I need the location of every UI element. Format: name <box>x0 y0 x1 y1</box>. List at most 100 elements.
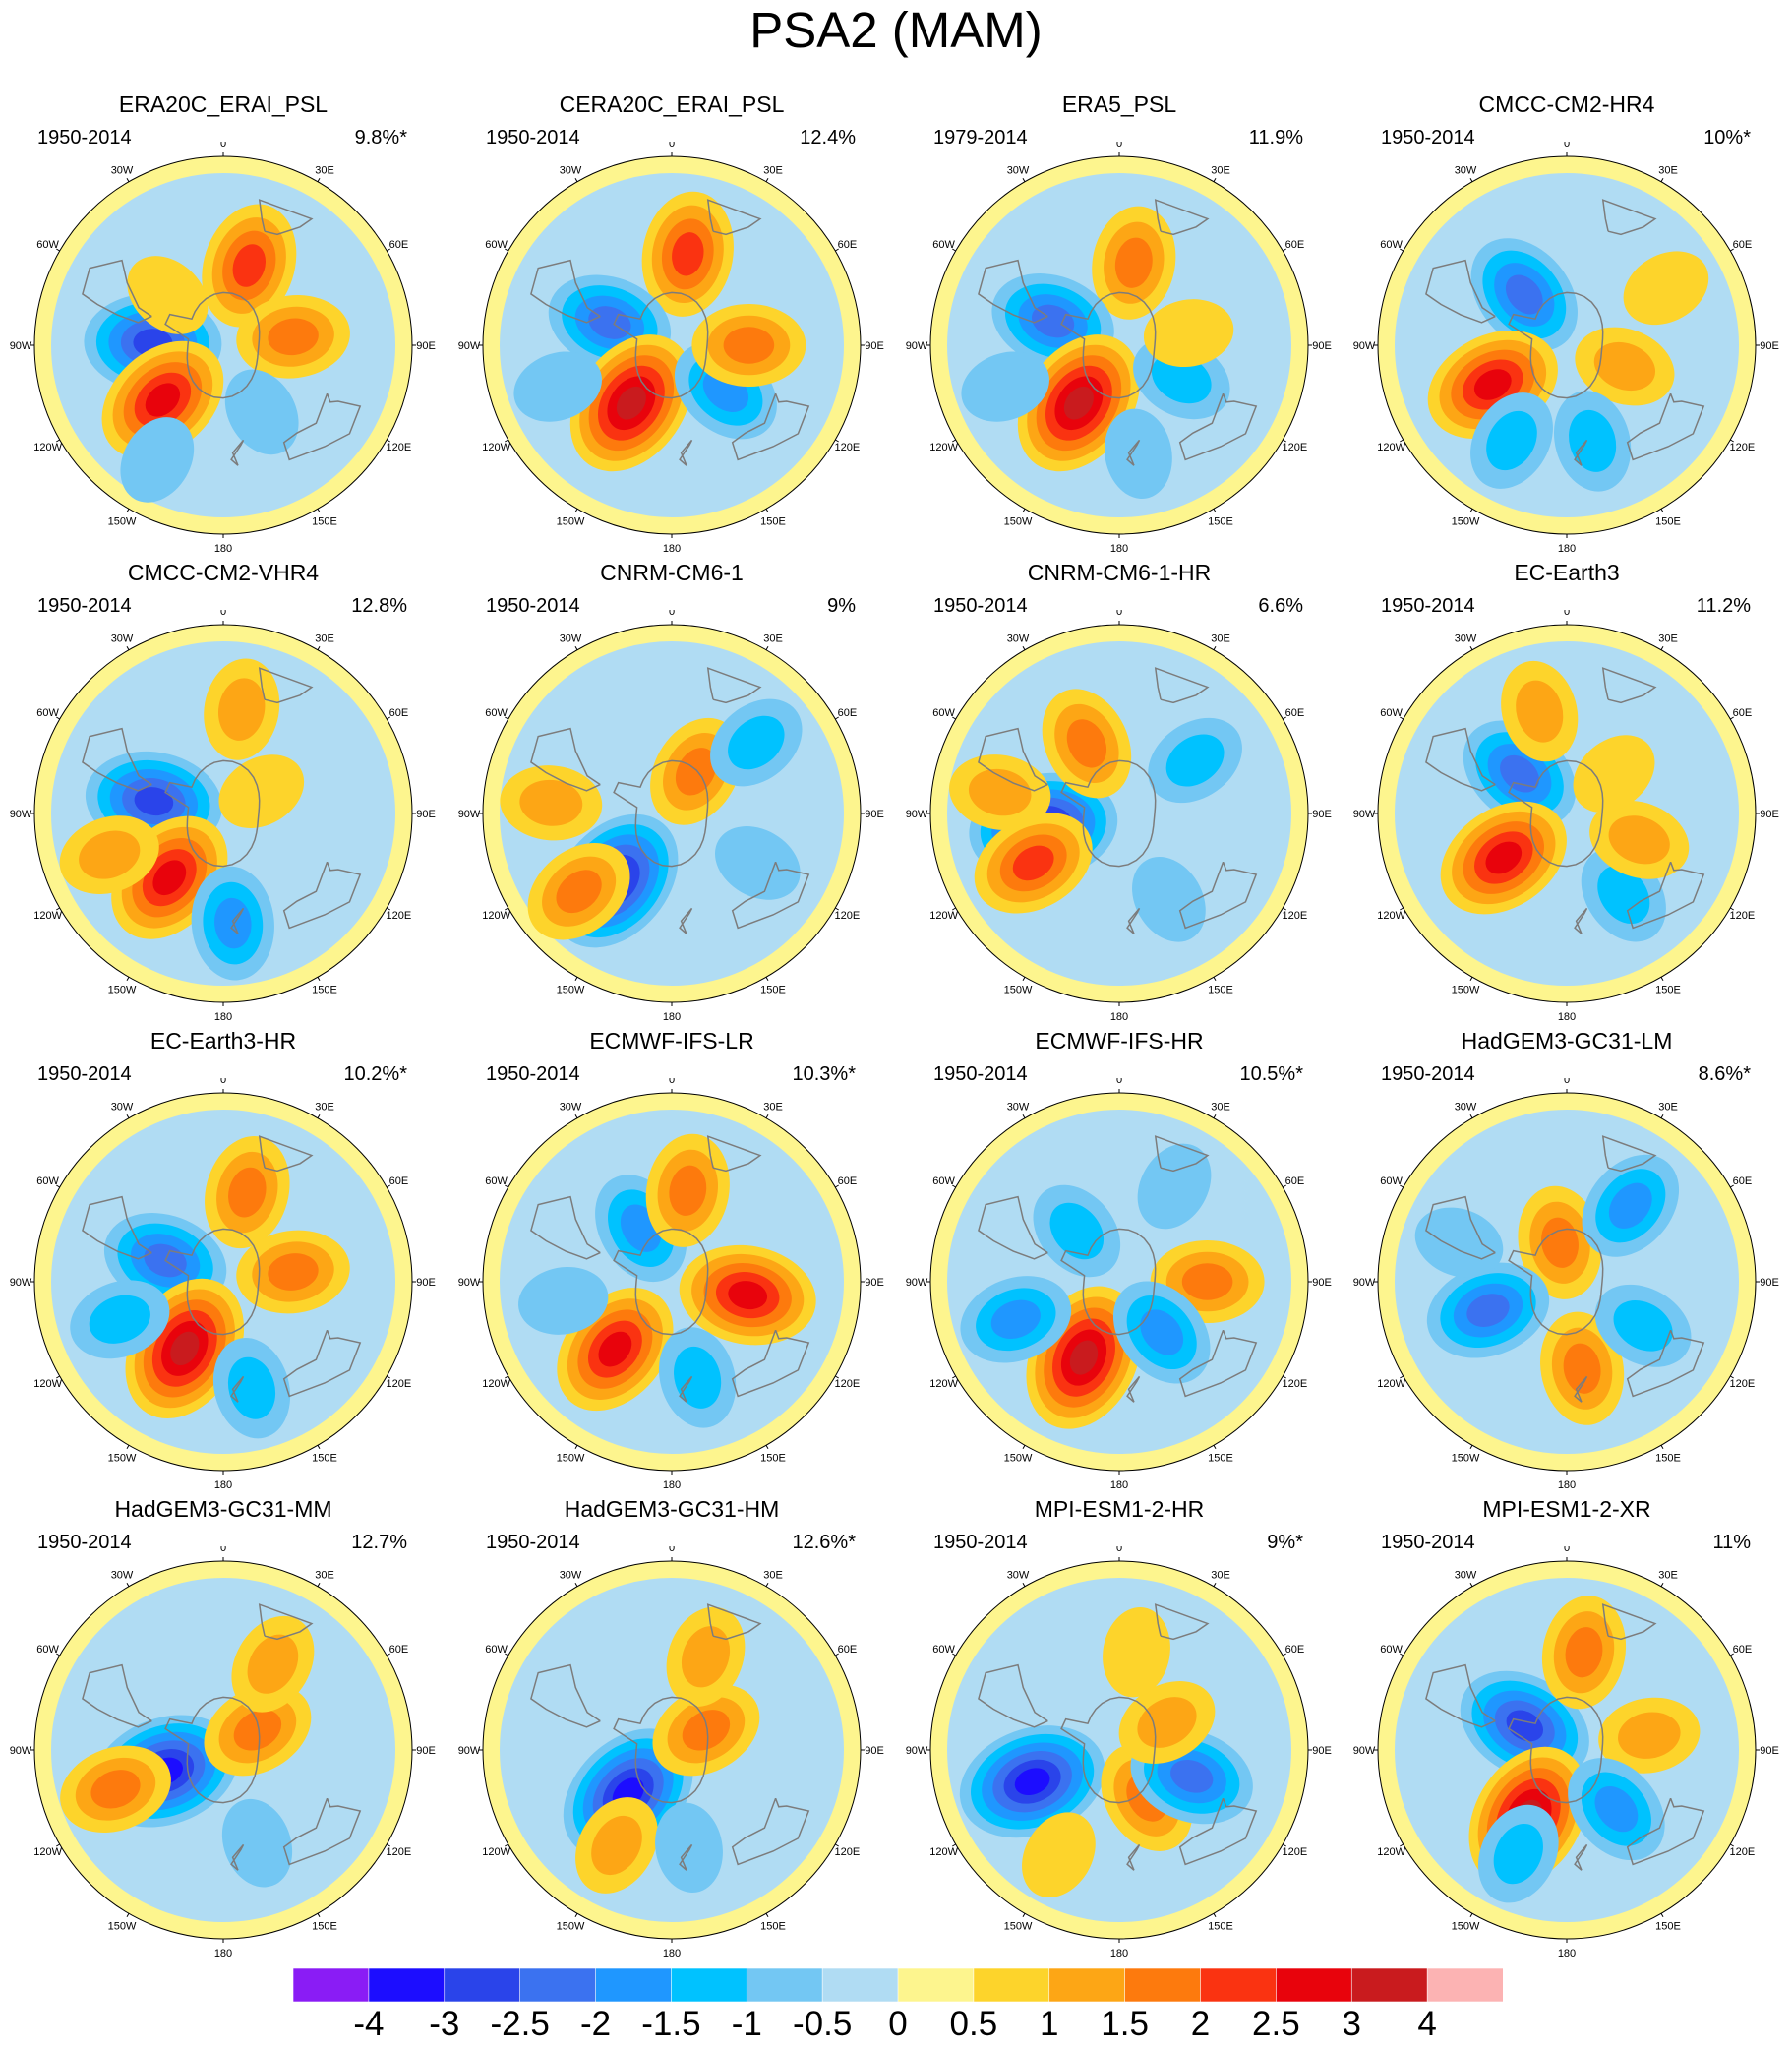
polar-stereographic-map: 0 30E 60E 90E 120E 150E 180 150W 120W 90W 60W 30W <box>1353 1078 1779 1489</box>
longitude-label: 90E <box>1312 1277 1332 1289</box>
longitude-tick <box>765 1583 769 1587</box>
longitude-label: 30E <box>1658 1102 1678 1114</box>
longitude-tick <box>1400 1375 1404 1379</box>
longitude-label: 60W <box>36 239 59 251</box>
longitude-tick <box>765 646 769 650</box>
panel-period: 1950-2014 <box>37 1063 132 1085</box>
longitude-label: 150E <box>1208 1920 1233 1932</box>
longitude-label: 120E <box>1730 1378 1756 1390</box>
longitude-tick <box>317 1445 321 1449</box>
longitude-tick <box>835 439 839 443</box>
longitude-tick <box>574 977 578 981</box>
panel-title: CERA20C_ERAI_PSL <box>559 91 785 117</box>
longitude-tick <box>505 1653 508 1656</box>
panel-period: 1950-2014 <box>37 127 132 149</box>
anomaly-contour <box>1516 680 1564 743</box>
anomaly-contour <box>228 1167 267 1218</box>
longitude-tick <box>126 977 130 981</box>
longitude-label: 150E <box>760 515 786 527</box>
longitude-label: 60W <box>485 1175 508 1187</box>
anomaly-contour <box>1593 341 1656 392</box>
longitude-label: 120E <box>1283 442 1308 453</box>
longitude-tick <box>765 509 769 512</box>
south-america-coastline <box>978 727 1048 792</box>
anomaly-contour <box>1466 1294 1510 1327</box>
panel-title: CNRM-CM6-1 <box>600 560 744 585</box>
colorbar-swatch <box>1124 1968 1202 2002</box>
anomaly-contour <box>1012 845 1054 881</box>
longitude-tick <box>1400 248 1404 252</box>
longitude-label: 0 <box>669 142 675 150</box>
longitude-tick <box>1730 1843 1734 1847</box>
longitude-label: 0 <box>1564 610 1570 618</box>
longitude-label: 120E <box>1283 1378 1308 1390</box>
anomaly-contour <box>232 244 267 287</box>
anomaly-contour <box>616 386 646 420</box>
longitude-tick <box>1022 646 1026 650</box>
longitude-label: 30W <box>560 633 582 645</box>
colorbar-swatch <box>821 1968 899 2002</box>
new-zealand-coastline <box>1126 1843 1141 1871</box>
australia-coastline <box>731 1797 810 1866</box>
longitude-label: 30E <box>315 633 334 645</box>
longitude-label: 150E <box>1208 1452 1233 1464</box>
anomaly-contour <box>1623 251 1709 326</box>
antarctica-coastline <box>164 1696 261 1804</box>
longitude-label: 30E <box>1211 1570 1230 1582</box>
longitude-label: 150W <box>1452 984 1480 995</box>
new-zealand-coastline <box>230 1843 245 1871</box>
anomaly-contour <box>79 830 141 879</box>
longitude-label: 0 <box>220 1078 226 1086</box>
longitude-tick <box>387 1184 390 1188</box>
colorbar-label: 0.5 <box>949 2005 998 2043</box>
new-zealand-coastline <box>1574 1375 1588 1403</box>
longitude-tick <box>1469 178 1473 182</box>
longitude-label: 90E <box>1760 809 1779 820</box>
longitude-label: 90W <box>1353 1745 1376 1757</box>
longitude-label: 60W <box>485 1644 508 1656</box>
longitude-tick <box>505 248 508 252</box>
australia-coastline <box>1178 861 1258 930</box>
longitude-label: 120E <box>387 442 412 453</box>
longitude-label: 180 <box>214 1011 232 1021</box>
longitude-label: 150W <box>1004 984 1033 995</box>
panel-variance: 8.6%* <box>1698 1063 1751 1085</box>
anomaly-contour <box>1608 815 1670 865</box>
longitude-tick <box>835 1843 839 1847</box>
longitude-tick <box>1213 1445 1217 1449</box>
colorbar-label: 2.5 <box>1252 2005 1300 2043</box>
longitude-label: 120W <box>929 1846 958 1858</box>
anomaly-contour <box>519 779 583 826</box>
panel-period: 1950-2014 <box>933 1063 1028 1085</box>
longitude-label: 90W <box>10 1745 32 1757</box>
longitude-label: 180 <box>1558 1479 1576 1489</box>
panel-title: ERA20C_ERAI_PSL <box>118 91 329 117</box>
anomaly-contour <box>1597 866 1650 925</box>
longitude-label: 0 <box>1564 1078 1570 1086</box>
longitude-tick <box>56 1653 60 1656</box>
colorbar-swatch <box>595 1968 672 2002</box>
longitude-label: 150E <box>1208 984 1233 995</box>
longitude-tick <box>1469 1583 1473 1587</box>
longitude-label: 60W <box>932 707 955 719</box>
longitude-label: 120E <box>835 910 861 922</box>
south-america-coastline <box>82 1663 152 1728</box>
anomaly-contour <box>1573 735 1655 813</box>
longitude-label: 180 <box>1110 543 1128 553</box>
panel-variance: 12.6%* <box>792 1532 857 1553</box>
australia-coastline <box>1626 861 1705 930</box>
australia-coastline <box>731 861 810 930</box>
longitude-tick <box>126 1583 130 1587</box>
longitude-tick <box>574 178 578 182</box>
australia-coastline <box>731 1329 810 1398</box>
longitude-label: 150E <box>1655 1920 1681 1932</box>
longitude-tick <box>1730 439 1734 443</box>
panel-variance: 10.5%* <box>1239 1063 1304 1085</box>
longitude-label: 120E <box>835 1846 861 1858</box>
colorbar-labels: -4 -3 -2.5 -2 -1.5 -1 -0.5 0 0.5 1 1.5 2 2.5 3 4 <box>293 2005 1503 2048</box>
longitude-label: 150W <box>557 1452 585 1464</box>
longitude-label: 150W <box>557 1920 585 1932</box>
new-zealand-coastline <box>1574 1843 1588 1871</box>
panel-period: 1950-2014 <box>1381 1063 1475 1085</box>
longitude-tick <box>1283 716 1286 720</box>
